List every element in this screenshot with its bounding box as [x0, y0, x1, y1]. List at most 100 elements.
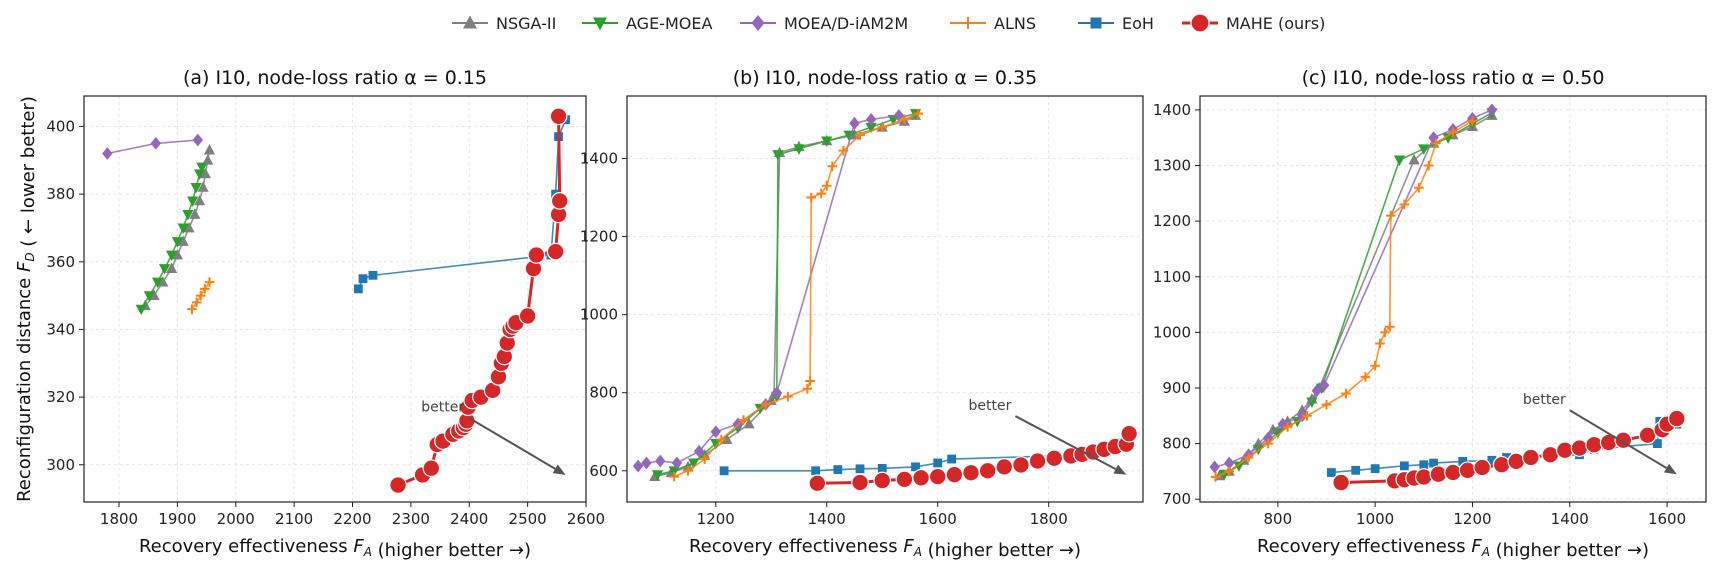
- data-point: [760, 399, 771, 410]
- x-tick-label: 1600: [1648, 510, 1686, 528]
- data-point: [200, 284, 210, 294]
- data-point: [190, 182, 202, 194]
- data-point: [353, 284, 363, 294]
- legend-item-eoh: EoH: [1078, 14, 1154, 33]
- data-point: [177, 235, 189, 246]
- panels: 1800 1900 2000 2100 2200 2300 2400 2500 2600 300 3…: [14, 67, 1707, 561]
- data-point: [1012, 456, 1030, 474]
- legend-item-moea-d-iam2m: MOEA/D-iAM2M: [740, 14, 908, 33]
- data-point: [151, 277, 164, 289]
- data-point: [1414, 468, 1433, 486]
- data-point: [102, 147, 113, 160]
- legend-marker-icon: [1190, 13, 1210, 33]
- data-point: [911, 462, 920, 472]
- data-point: [1318, 378, 1330, 392]
- x-tick-label: 2400: [450, 510, 488, 528]
- data-point: [165, 250, 178, 262]
- data-point: [838, 145, 849, 156]
- x-axis-label: Recovery effectiveness FA (higher better…: [689, 536, 1081, 561]
- data-point: [143, 291, 155, 302]
- data-point: [821, 136, 833, 147]
- legend-label: MOEA/D-iAM2M: [784, 14, 908, 33]
- legend-item-alns: ALNS: [950, 14, 1036, 33]
- x-tick-label: 1800: [1030, 510, 1068, 528]
- x-axis-label: Recovery effectiveness FA (higher better…: [139, 536, 531, 561]
- panel-title: (a) I10, node-loss ratio α = 0.15: [183, 67, 487, 89]
- y-tick-label: 360: [46, 253, 75, 271]
- y-tick-label: 340: [46, 320, 75, 338]
- series-group: [1209, 103, 1686, 492]
- series-moea-d-iam2m: [102, 133, 204, 160]
- data-point: [1384, 322, 1395, 332]
- legend-marker-icon: [1090, 17, 1102, 29]
- arrow-head-icon: [552, 464, 566, 475]
- series-group: [102, 107, 570, 494]
- x-tick-label: 1400: [808, 510, 846, 528]
- series-line: [1215, 120, 1473, 478]
- data-point: [193, 194, 206, 206]
- data-point: [947, 454, 956, 464]
- data-point: [199, 167, 212, 179]
- data-point: [671, 456, 683, 470]
- x-tick-label: 2300: [392, 510, 430, 528]
- data-point: [527, 246, 546, 264]
- data-point: [186, 196, 199, 207]
- data-point: [1431, 138, 1441, 149]
- legend-label: EoH: [1122, 14, 1154, 33]
- data-point: [1393, 155, 1406, 166]
- data-point: [641, 456, 652, 470]
- ticks: 1800 1900 2000 2100 2200 2300 2400 2500 2600 300 3…: [46, 117, 605, 528]
- data-point: [158, 264, 171, 275]
- data-point: [1428, 131, 1439, 145]
- better-label: better: [1523, 392, 1566, 408]
- y-tick-label: 1200: [580, 228, 618, 246]
- data-point: [772, 150, 784, 161]
- data-point: [1414, 182, 1424, 193]
- data-point: [1223, 456, 1235, 470]
- data-point: [771, 386, 783, 400]
- data-point: [687, 458, 700, 469]
- data-point: [1028, 452, 1047, 470]
- data-point: [1570, 439, 1589, 457]
- data-point: [1370, 464, 1380, 474]
- y-tick-label: 800: [1162, 435, 1191, 453]
- arrow-head-icon: [1113, 464, 1127, 475]
- data-point: [422, 459, 441, 478]
- data-point: [827, 161, 838, 172]
- data-point: [802, 383, 813, 394]
- data-point: [1262, 431, 1274, 445]
- data-point: [1458, 457, 1468, 466]
- data-point: [816, 188, 826, 199]
- data-point: [1209, 460, 1220, 474]
- y-tick-label: 400: [46, 117, 75, 135]
- x-tick-label: 2500: [509, 510, 547, 528]
- data-point: [1667, 409, 1686, 428]
- data-point: [855, 130, 865, 140]
- arrow-line: [1569, 409, 1668, 469]
- series-nsga-ii: [139, 144, 216, 311]
- data-point: [1321, 399, 1332, 410]
- legend-marker-icon: [463, 15, 477, 29]
- x-tick-label: 1800: [100, 510, 138, 528]
- data-point: [899, 114, 910, 125]
- series-mahe-ours: [1332, 409, 1686, 492]
- data-point: [851, 473, 869, 492]
- data-point: [928, 467, 947, 486]
- series-moea-d-iam2m: [632, 109, 905, 473]
- data-point: [171, 237, 183, 248]
- data-point: [1429, 465, 1448, 484]
- x-tick-label: 1600: [919, 510, 957, 528]
- panel-3: 800 1000 1200 1400 1600 700 800 900 1000 1100 1200…: [1153, 67, 1707, 561]
- y-tick-label: 900: [1162, 379, 1191, 397]
- data-point: [177, 223, 189, 234]
- data-point: [811, 466, 821, 476]
- data-point: [651, 470, 664, 481]
- data-point: [1360, 372, 1371, 382]
- x-tick-label: 2600: [567, 510, 605, 528]
- data-point: [710, 425, 721, 439]
- data-point: [738, 415, 749, 425]
- data-point: [171, 249, 183, 260]
- data-point: [549, 107, 568, 126]
- data-point: [1418, 144, 1430, 155]
